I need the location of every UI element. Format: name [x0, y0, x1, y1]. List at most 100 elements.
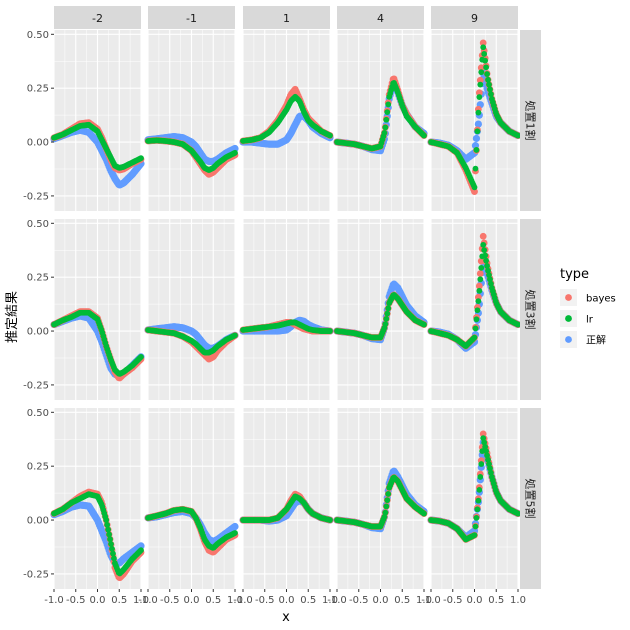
panel-r0-c1: [147, 30, 236, 211]
point-lr: [421, 510, 427, 517]
row-strip-2: 処置5割: [520, 408, 541, 589]
points-r0-c1: [144, 133, 239, 178]
point-lr: [384, 497, 391, 504]
x-tick-label: -1.0: [233, 595, 253, 606]
point-lr: [385, 491, 392, 497]
point-lr: [485, 456, 491, 463]
point-lr: [381, 130, 388, 136]
x-tick-label: -1.0: [44, 595, 64, 606]
y-tick-label: -0.25: [23, 191, 49, 202]
point-truth: [231, 522, 239, 531]
point-bayes: [476, 270, 484, 277]
y-tick-label: 0.00: [27, 327, 49, 338]
x-tick-label: 0.5: [488, 595, 504, 606]
point-lr: [471, 334, 478, 341]
points-r2-c3: [333, 467, 428, 533]
point-lr: [475, 497, 482, 504]
legend-key-point: [565, 336, 572, 343]
point-lr: [473, 147, 480, 153]
point-lr: [485, 267, 491, 274]
point-lr: [104, 521, 111, 528]
point-lr: [108, 541, 114, 547]
points-r1-c1: [144, 323, 239, 363]
x-tick-label: -0.5: [160, 595, 180, 606]
strip-background: [431, 6, 518, 29]
point-lr: [103, 517, 110, 523]
panel-r2-c4: [430, 408, 519, 589]
point-lr: [480, 241, 487, 248]
point-lr: [471, 532, 478, 539]
point-truth: [474, 120, 482, 128]
point-lr: [484, 263, 490, 269]
point-lr: [483, 64, 489, 71]
col-strip-label: -1: [186, 12, 197, 25]
row-strip-label: 処置1割: [524, 101, 538, 141]
x-tick-label: 0.5: [394, 595, 410, 606]
point-lr: [383, 503, 390, 510]
point-lr: [475, 298, 482, 305]
point-lr: [474, 307, 481, 314]
panel-r1-c1: [147, 219, 236, 400]
point-lr: [484, 71, 490, 77]
points-r2-c1: [144, 505, 239, 556]
legend-entry-0: bayes: [560, 289, 616, 306]
point-lr: [488, 91, 494, 98]
y-tick-label: -0.25: [23, 380, 49, 391]
x-tick-label: 1.0: [133, 595, 149, 606]
legend-title: type: [560, 267, 589, 282]
col-strip-3: 4: [337, 6, 424, 29]
x-tick-label: 0.0: [90, 595, 106, 606]
strip-background: [520, 30, 541, 211]
point-lr: [472, 165, 479, 172]
panel-r1-c2: [242, 219, 331, 400]
point-bayes: [471, 188, 478, 196]
strip-background: [520, 408, 541, 589]
panel-r2-c3: [336, 408, 425, 589]
points-r2-c4: [427, 430, 522, 543]
axes-layer: -0.25 0.00 0.25 0.50 -0.25 0.00 0.25 0.50 -0.25 0…: [23, 30, 526, 606]
point-lr: [384, 310, 391, 317]
col-strip-0: -2: [54, 6, 141, 29]
col-strip-label: -2: [92, 12, 103, 25]
point-lr: [485, 76, 491, 83]
strip-background: [243, 6, 330, 29]
x-tick-label: -0.5: [349, 595, 369, 606]
panel-r2-c2: [242, 408, 331, 589]
y-tick-label: 0.25: [27, 273, 49, 284]
point-lr: [421, 132, 427, 139]
points-r1-c4: [427, 232, 522, 352]
x-tick-label: 0.0: [467, 595, 483, 606]
point-lr: [382, 321, 389, 327]
x-tick-label: 1.0: [227, 595, 243, 606]
point-lr: [327, 517, 333, 523]
point-bayes: [475, 282, 483, 290]
point-lr: [472, 325, 479, 332]
point-lr: [482, 443, 489, 450]
panel-r2-c1: [147, 408, 236, 589]
x-tick-label: -1.0: [138, 595, 158, 606]
point-bayes: [476, 76, 484, 84]
point-lr: [382, 509, 389, 516]
col-strip-2: 1: [243, 6, 330, 29]
panel-r0-c2: [242, 30, 331, 211]
point-lr: [475, 109, 482, 116]
point-bayes: [479, 232, 487, 240]
legend: type bayes lr 正解: [560, 267, 616, 348]
point-lr: [232, 530, 238, 536]
point-lr: [477, 81, 484, 88]
point-lr: [385, 101, 392, 108]
point-lr: [486, 461, 492, 467]
point-lr: [138, 354, 144, 360]
point-lr: [105, 526, 112, 533]
point-lr: [484, 452, 490, 459]
points-r0-c0: [50, 119, 145, 189]
strip-background: [54, 6, 141, 29]
y-tick-label: -0.25: [23, 569, 49, 580]
point-lr: [107, 536, 113, 543]
col-strip-1: -1: [148, 6, 235, 29]
point-lr: [515, 132, 521, 139]
point-lr: [327, 132, 333, 139]
strip-background: [520, 219, 541, 400]
strip-background: [337, 6, 424, 29]
